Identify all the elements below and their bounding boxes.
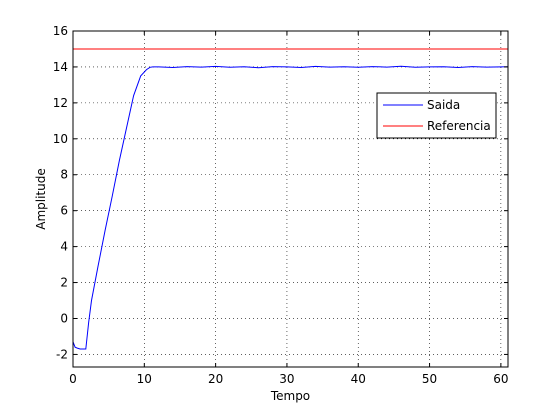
- x-tick-label: 60: [493, 372, 508, 386]
- y-tick-label: 6: [60, 204, 68, 218]
- x-tick-label: 10: [137, 372, 152, 386]
- y-tick-label: 14: [53, 60, 68, 74]
- x-tick-label: 40: [351, 372, 366, 386]
- y-tick-label: -2: [56, 347, 68, 361]
- series-line-saida: [72, 65, 509, 350]
- y-tick-label: 4: [60, 240, 68, 254]
- axes-frame: [72, 30, 509, 368]
- x-tick-label: 20: [208, 372, 223, 386]
- y-tick-label: 2: [60, 276, 68, 290]
- y-tick-label: 10: [53, 132, 68, 146]
- legend-box: [376, 92, 497, 139]
- x-tick-label: 0: [69, 372, 77, 386]
- series-layer: [72, 48, 509, 350]
- y-axis-label: Amplitude: [34, 168, 48, 230]
- legend: Saida Referencia: [376, 92, 497, 139]
- x-tick-label: 30: [279, 372, 294, 386]
- legend-label: Saida: [427, 98, 460, 112]
- legend-label: Referencia: [427, 119, 491, 133]
- x-tick-label: 50: [422, 372, 437, 386]
- y-tick-label: 12: [53, 96, 68, 110]
- plot-area: [73, 31, 508, 367]
- y-tick-label: 0: [60, 311, 68, 325]
- y-tick-label: 8: [60, 168, 68, 182]
- x-axis-label: Tempo: [270, 389, 310, 403]
- y-tick-label: 16: [53, 24, 68, 38]
